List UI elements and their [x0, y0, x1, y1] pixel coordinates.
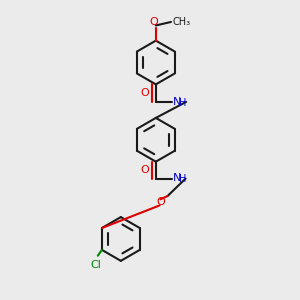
Text: O: O [141, 165, 149, 175]
Text: H: H [179, 175, 186, 184]
Text: O: O [141, 88, 149, 98]
Text: O: O [156, 197, 165, 207]
Text: CH₃: CH₃ [172, 17, 190, 27]
Text: Cl: Cl [90, 260, 101, 270]
Text: N: N [173, 97, 181, 106]
Text: H: H [179, 98, 186, 108]
Text: N: N [173, 173, 181, 183]
Text: O: O [150, 17, 158, 27]
